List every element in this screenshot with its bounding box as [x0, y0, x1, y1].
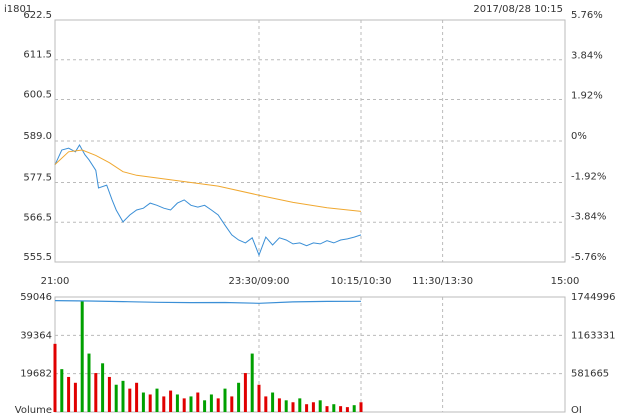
volume-bar	[305, 404, 309, 412]
volume-bar	[60, 369, 64, 412]
y2-axis-label: OI	[571, 405, 582, 416]
volume-bar	[291, 402, 295, 412]
chart-subtitle: 2017/08/28 10:15	[473, 4, 563, 15]
volume-bar	[311, 402, 315, 412]
y2-tick-label: 5.76%	[571, 10, 603, 21]
volume-bar	[223, 388, 227, 412]
y2-tick-label: -5.76%	[571, 252, 606, 263]
volume-bar	[182, 398, 186, 412]
volume-bar	[352, 405, 356, 412]
chart-title: i1801	[4, 4, 32, 15]
volume-bar	[175, 394, 179, 412]
y-tick-label: 589.0	[23, 131, 52, 142]
volume-bar	[318, 400, 322, 412]
volume-bar	[284, 400, 288, 412]
y2-tick-label: 1163331	[571, 330, 616, 341]
oi-line	[54, 300, 362, 304]
volume-bar	[121, 380, 125, 412]
price-line	[54, 149, 362, 212]
x-tick-label: 21:00	[41, 276, 70, 287]
x-tick-label: 10:15/10:30	[330, 276, 391, 287]
volume-bar	[257, 384, 261, 412]
volume-bar	[237, 382, 241, 412]
volume-bar	[277, 398, 281, 412]
y-tick-label: 611.5	[23, 50, 52, 61]
x-tick-label: 15:00	[551, 276, 580, 287]
volume-bar	[148, 394, 152, 412]
y-tick-label: 59046	[20, 292, 52, 303]
volume-bar	[94, 373, 98, 412]
volume-bar	[114, 384, 118, 412]
y2-tick-label: 1.92%	[571, 91, 603, 102]
volume-bar	[169, 390, 173, 412]
y-tick-label: 555.5	[23, 252, 52, 263]
volume-bar	[67, 376, 71, 412]
y-tick-label: 600.5	[23, 89, 52, 100]
y-axis-label: Volume	[15, 405, 52, 416]
y2-tick-label: 0%	[571, 131, 587, 142]
volume-bar	[332, 404, 336, 412]
volume-bar	[250, 353, 254, 412]
volume-bar	[209, 394, 213, 412]
volume-bar	[73, 382, 77, 412]
volume-bar	[107, 376, 111, 412]
volume-bar	[162, 396, 166, 412]
volume-bar	[80, 300, 84, 412]
volume-bar	[339, 406, 343, 412]
volume-bar	[128, 388, 132, 412]
y-tick-label: 577.5	[23, 173, 52, 184]
y-tick-label: 622.5	[23, 10, 52, 21]
y2-tick-label: 581665	[571, 369, 609, 380]
y2-tick-label: -3.84%	[571, 212, 606, 223]
volume-bar	[298, 398, 302, 412]
x-tick-label: 11:30/13:30	[412, 276, 473, 287]
y-tick-label: 19682	[20, 369, 52, 380]
y2-tick-label: 1744996	[571, 292, 616, 303]
y2-tick-label: 3.84%	[571, 50, 603, 61]
volume-bar	[264, 396, 268, 412]
y-tick-label: 566.5	[23, 212, 52, 223]
volume-bar	[53, 343, 57, 412]
volume-bar	[155, 388, 159, 412]
volume-bar	[196, 392, 200, 412]
volume-bar	[216, 398, 220, 412]
volume-bar	[243, 373, 247, 412]
volume-bar	[135, 382, 139, 412]
volume-bar	[359, 402, 363, 412]
volume-bar	[325, 406, 329, 412]
price-line	[54, 144, 362, 257]
x-tick-label: 23:30/09:00	[228, 276, 289, 287]
volume-bar	[87, 353, 91, 412]
y2-tick-label: -1.92%	[571, 171, 606, 182]
volume-bar	[141, 392, 145, 412]
volume-bar	[101, 363, 105, 412]
volume-bar	[189, 396, 193, 412]
y-tick-label: 39364	[20, 330, 52, 341]
volume-bar	[345, 407, 349, 412]
volume-bar	[203, 400, 207, 412]
volume-bar	[230, 396, 234, 412]
volume-bar	[271, 392, 275, 412]
